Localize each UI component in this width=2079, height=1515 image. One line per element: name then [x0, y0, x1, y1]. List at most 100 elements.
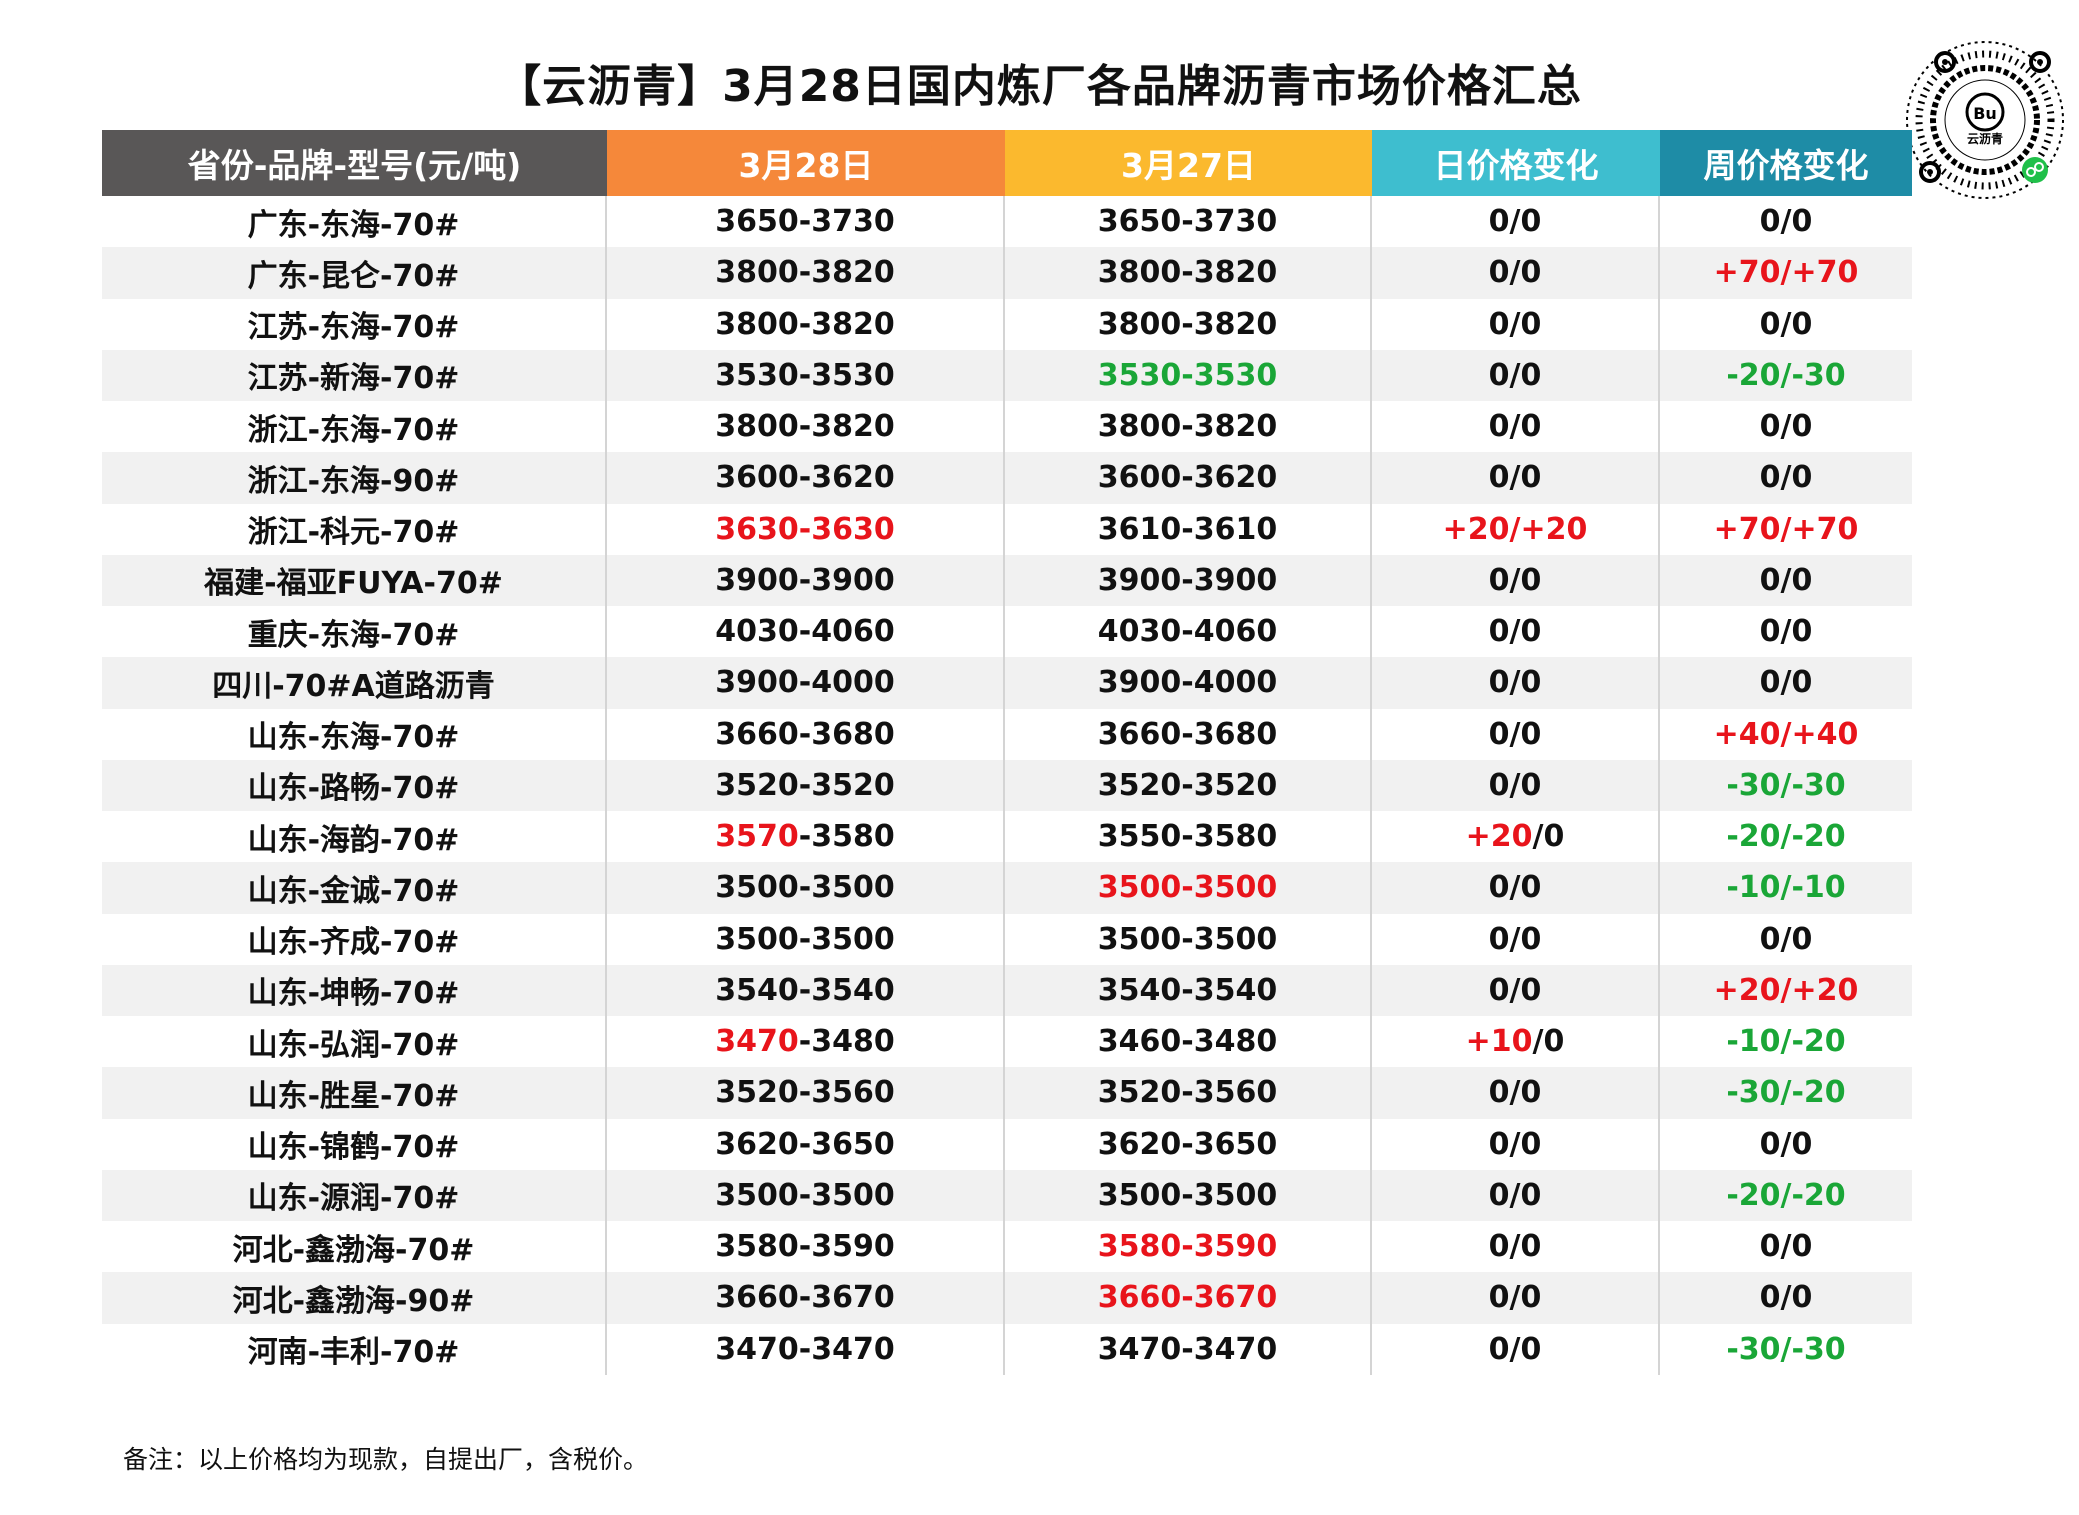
- day-change-cell: 0/0: [1372, 964, 1660, 1016]
- value-segment: 3620-3650: [1097, 1126, 1278, 1162]
- value-segment: -3580: [798, 819, 895, 855]
- table-row: 浙江-东海-90# 3600-3620 3600-3620 0/0 0/0: [102, 452, 1912, 504]
- value-segment: -10/-10: [1726, 870, 1846, 906]
- week-change-cell: 0/0: [1660, 657, 1912, 708]
- week-change-cell: 0/0: [1660, 555, 1912, 606]
- value-segment: -30/-30: [1726, 767, 1846, 803]
- product-name-cell: 山东-锦鹤-70#: [102, 1118, 607, 1170]
- value-segment: 3550-3580: [1097, 819, 1278, 855]
- week-change-cell: +70/+70: [1660, 504, 1912, 555]
- mar27-cell: 3660-3670: [1005, 1272, 1372, 1324]
- value-segment: 3500-3500: [1097, 1177, 1278, 1213]
- product-name-cell: 广东-东海-70#: [102, 196, 607, 248]
- table-row: 山东-齐成-70# 3500-3500 3500-3500 0/0 0/0: [102, 913, 1912, 965]
- value-segment: 3630-3630: [715, 511, 895, 547]
- value-segment: 3540-3540: [715, 972, 895, 1008]
- value-segment: +20: [1465, 819, 1533, 855]
- value-segment: 3660-3680: [715, 716, 895, 752]
- product-name-cell: 河南-丰利-70#: [102, 1323, 607, 1375]
- mar27-cell: 3620-3650: [1005, 1118, 1372, 1170]
- value-segment: +70/+70: [1713, 255, 1859, 291]
- mar28-cell: 3600-3620: [607, 452, 1005, 504]
- value-segment: 3800-3820: [1097, 255, 1278, 291]
- qr-code: Bu 云沥青: [1905, 40, 2065, 200]
- value-segment: 3520-3520: [715, 767, 895, 803]
- mar28-cell: 3800-3820: [607, 247, 1005, 299]
- page-title: 【云沥青】3月28日国内炼厂各品牌沥青市场价格汇总: [497, 61, 1582, 112]
- day-change-cell: 0/0: [1372, 913, 1660, 965]
- table-row: 浙江-科元-70# 3630-3630 3610-3610 +20/+20 +70/+7…: [102, 503, 1912, 555]
- product-name-cell: 重庆-东海-70#: [102, 606, 607, 658]
- mar27-cell: 3660-3680: [1005, 708, 1372, 760]
- value-segment: 3500-3500: [715, 870, 895, 906]
- day-change-cell: 0/0: [1372, 1221, 1660, 1273]
- table-row: 浙江-东海-70# 3800-3820 3800-3820 0/0 0/0: [102, 401, 1912, 453]
- table-row: 山东-弘润-70# 3470 -3480 3460-3480 +10/0 -10/-20: [102, 1016, 1912, 1068]
- value-segment: 3660-3670: [715, 1280, 895, 1316]
- value-segment: -20/-30: [1726, 357, 1846, 393]
- mar28-cell: 3620-3650: [607, 1118, 1005, 1170]
- value-segment: 0/0: [1759, 562, 1813, 598]
- value-segment: 0/0: [1759, 665, 1813, 701]
- value-segment: 3520-3560: [1097, 1075, 1278, 1111]
- value-segment: 0/0: [1759, 409, 1813, 445]
- mar28-cell: 3800-3820: [607, 401, 1005, 453]
- table-body: 广东-东海-70# 3650-3730 3650-3730 0/0 0/0 广东-昆仑-7…: [102, 196, 1912, 1375]
- mar28-cell: 3520-3560: [607, 1067, 1005, 1119]
- value-segment: 0/0: [1759, 614, 1813, 650]
- value-segment: 3460-3480: [1097, 1024, 1278, 1060]
- day-change-cell: +20/0: [1372, 811, 1660, 863]
- header-mar28: 3月28日: [607, 130, 1005, 196]
- table-row: 重庆-东海-70# 4030-4060 4030-4060 0/0 0/0: [102, 606, 1912, 658]
- value-segment: 0/0: [1759, 460, 1813, 496]
- table-row: 河北-鑫渤海-70# 3580-3590 3580-3590 0/0 0/0: [102, 1221, 1912, 1273]
- value-segment: 0/0: [1759, 1280, 1813, 1316]
- mar27-cell: 3520-3560: [1005, 1067, 1372, 1119]
- mar28-cell: 3520-3520: [607, 759, 1005, 811]
- table-row: 山东-锦鹤-70# 3620-3650 3620-3650 0/0 0/0: [102, 1118, 1912, 1170]
- day-change-cell: 0/0: [1372, 1169, 1660, 1221]
- table-row: 江苏-东海-70# 3800-3820 3800-3820 0/0 0/0: [102, 298, 1912, 350]
- table-row: 广东-东海-70# 3650-3730 3650-3730 0/0 0/0: [102, 196, 1912, 248]
- value-segment: 3470-3470: [1097, 1331, 1278, 1367]
- value-segment: 0/0: [1488, 1229, 1542, 1265]
- mar27-cell: 3610-3610: [1005, 503, 1372, 555]
- value-segment: 0/0: [1488, 255, 1542, 291]
- header-week-change: 周价格变化: [1660, 130, 1912, 196]
- product-name-cell: 山东-胜星-70#: [102, 1067, 607, 1119]
- value-segment: 3600-3620: [1097, 460, 1278, 496]
- week-change-cell: -20/-30: [1660, 350, 1912, 401]
- week-change-cell: 0/0: [1660, 196, 1912, 247]
- value-segment: 0/0: [1759, 306, 1813, 342]
- value-segment: 3500-3500: [1097, 921, 1278, 957]
- day-change-cell: 0/0: [1372, 298, 1660, 350]
- value-segment: 3470-3470: [715, 1331, 895, 1367]
- value-segment: -20/-20: [1726, 1177, 1846, 1213]
- mar28-cell: 3470-3470: [607, 1323, 1005, 1375]
- week-change-cell: -20/-20: [1660, 1170, 1912, 1221]
- day-change-cell: +10/0: [1372, 1016, 1660, 1068]
- day-change-cell: 0/0: [1372, 247, 1660, 299]
- product-name-cell: 江苏-新海-70#: [102, 349, 607, 401]
- week-change-cell: -20/-20: [1660, 811, 1912, 862]
- week-change-cell: +40/+40: [1660, 709, 1912, 760]
- value-segment: 0/0: [1488, 1126, 1542, 1162]
- value-segment: -3480: [798, 1024, 895, 1060]
- mar27-cell: 3600-3620: [1005, 452, 1372, 504]
- day-change-cell: 0/0: [1372, 452, 1660, 504]
- value-segment: 3570: [715, 819, 799, 855]
- mar27-cell: 3550-3580: [1005, 811, 1372, 863]
- value-segment: +40/+40: [1713, 716, 1859, 752]
- product-name-cell: 广东-昆仑-70#: [102, 247, 607, 299]
- value-segment: 3520-3560: [715, 1075, 895, 1111]
- value-segment: -30/-30: [1726, 1331, 1846, 1367]
- week-change-cell: 0/0: [1660, 1221, 1912, 1272]
- value-segment: 0/0: [1488, 1331, 1542, 1367]
- value-segment: 0/0: [1488, 614, 1542, 650]
- product-name-cell: 福建-福亚FUYA-70#: [102, 554, 607, 606]
- value-segment: 0/0: [1488, 1177, 1542, 1213]
- mar27-cell: 3800-3820: [1005, 247, 1372, 299]
- value-segment: 3660-3670: [1097, 1280, 1278, 1316]
- mar28-cell: 4030-4060: [607, 606, 1005, 658]
- value-segment: 3800-3820: [715, 255, 895, 291]
